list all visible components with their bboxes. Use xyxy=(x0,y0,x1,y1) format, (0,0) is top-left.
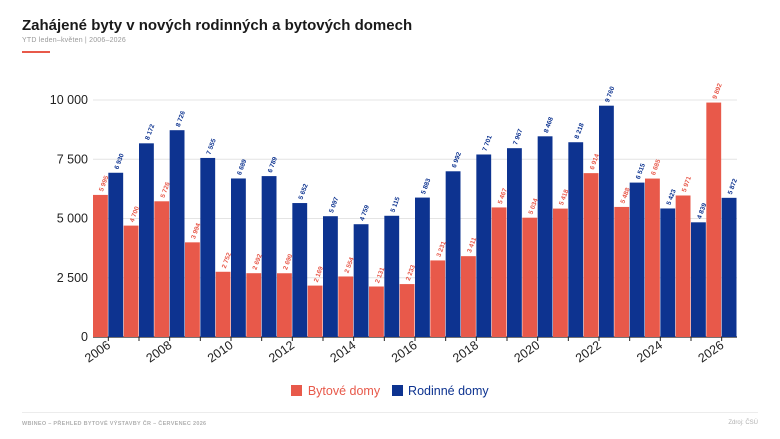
y-tick-label: 0 xyxy=(81,330,88,344)
bar-rodinne-domy-2010[interactable] xyxy=(231,178,246,337)
bar-bytove-domy-2015[interactable] xyxy=(369,286,384,337)
bar-rodinne-domy-2019[interactable] xyxy=(507,148,522,337)
data-label: 6 992 xyxy=(451,151,463,169)
data-label: 5 883 xyxy=(420,177,432,195)
bar-bytove-domy-2026[interactable] xyxy=(706,102,722,337)
bar-bytove-domy-2022[interactable] xyxy=(583,173,599,337)
bar-bytove-domy-2025[interactable] xyxy=(675,195,691,337)
bar-rodinne-domy-2008[interactable] xyxy=(169,130,185,337)
legend-swatch-rodinne-domy xyxy=(391,385,403,396)
data-label: 8 726 xyxy=(175,110,187,128)
y-tick-label: 7 500 xyxy=(57,152,88,166)
legend-item-bytove-domy[interactable]: Bytové domy xyxy=(291,384,380,398)
data-label: 5 115 xyxy=(390,196,402,214)
data-label: 4 759 xyxy=(359,204,371,222)
bar-rodinne-domy-2013[interactable] xyxy=(323,216,338,337)
data-label: 5 652 xyxy=(298,183,310,201)
bar-bytove-domy-2016[interactable] xyxy=(399,284,415,337)
bar-bytove-domy-2024[interactable] xyxy=(645,178,660,337)
data-label: 5 097 xyxy=(328,196,340,214)
bar-rodinne-domy-2009[interactable] xyxy=(200,157,216,337)
bar-bytove-domy-2013[interactable] xyxy=(307,285,323,337)
bar-rodinne-domy-2014[interactable] xyxy=(353,224,369,337)
bar-bytove-domy-2018[interactable] xyxy=(461,256,476,337)
data-label: 7 967 xyxy=(512,128,524,146)
y-tick-label: 5 000 xyxy=(57,212,88,226)
data-label: 8 468 xyxy=(543,116,555,134)
x-tick-label: 2026 xyxy=(696,338,727,365)
x-tick-label: 2012 xyxy=(266,338,297,365)
data-label: 6 789 xyxy=(267,156,279,174)
chart-subtitle: YTD leden–květen | 2006–2026 xyxy=(22,37,126,44)
bar-bytove-domy-2023[interactable] xyxy=(614,206,630,337)
bar-bytove-domy-2019[interactable] xyxy=(491,207,507,337)
legend-item-rodinne-domy[interactable]: Rodinné domy xyxy=(391,384,489,398)
bar-bytove-domy-2009[interactable] xyxy=(185,242,200,337)
bar-rodinne-domy-2006[interactable] xyxy=(108,172,124,337)
x-tick-label: 2010 xyxy=(205,338,236,365)
bar-rodinne-domy-2015[interactable] xyxy=(384,215,400,337)
bar-bytove-domy-2010[interactable] xyxy=(215,271,231,337)
bar-rodinne-domy-2012[interactable] xyxy=(292,203,308,337)
bars xyxy=(93,102,737,337)
bar-bytove-domy-2020[interactable] xyxy=(522,217,538,337)
x-tick-label: 2024 xyxy=(634,338,665,365)
data-label: 8 218 xyxy=(574,122,586,140)
data-label: 6 930 xyxy=(114,152,126,170)
x-tick-label: 2020 xyxy=(512,338,543,365)
bar-bytove-domy-2014[interactable] xyxy=(338,276,354,337)
x-tick-label: 2022 xyxy=(573,338,604,365)
bar-bytove-domy-2012[interactable] xyxy=(277,273,292,337)
legend-swatch-bytove-domy xyxy=(291,385,303,396)
bar-rodinne-domy-2007[interactable] xyxy=(139,143,154,337)
data-label: 6 689 xyxy=(236,158,248,176)
bar-rodinne-domy-2023[interactable] xyxy=(629,182,645,337)
data-label: 7 555 xyxy=(206,138,218,156)
bar-bytove-domy-2007[interactable] xyxy=(123,225,139,337)
bar-rodinne-domy-2026[interactable] xyxy=(721,197,737,337)
bar-rodinne-domy-2011[interactable] xyxy=(261,176,277,337)
x-tick-label: 2014 xyxy=(328,338,359,365)
footer-source-line: WBINEO – PŘEHLED BYTOVÉ VÝSTAVBY ČR – ČE… xyxy=(22,421,207,427)
bar-rodinne-domy-2021[interactable] xyxy=(568,142,584,337)
bar-rodinne-domy-2020[interactable] xyxy=(537,136,553,337)
title-accent-line xyxy=(22,51,50,53)
bar-rodinne-domy-2016[interactable] xyxy=(415,197,430,337)
data-label: 7 701 xyxy=(482,134,494,152)
data-label: 5 872 xyxy=(727,177,739,195)
bar-bytove-domy-2008[interactable] xyxy=(154,201,170,337)
data-label: 5 971 xyxy=(681,175,693,193)
legend-label-rodinne-domy: Rodinné domy xyxy=(408,384,489,398)
legend-label-bytove-domy: Bytové domy xyxy=(307,384,381,398)
bar-rodinne-domy-2017[interactable] xyxy=(445,171,461,337)
x-tick-label: 2018 xyxy=(450,338,481,365)
footer-credit: Zdroj: ČSÚ xyxy=(728,420,758,426)
y-tick-label: 2 500 xyxy=(57,271,88,285)
legend: Bytové domy Rodinné domy xyxy=(0,384,780,398)
y-tick-label: 10 000 xyxy=(50,93,88,107)
bar-rodinne-domy-2018[interactable] xyxy=(476,154,492,337)
bar-rodinne-domy-2025[interactable] xyxy=(691,222,706,337)
bar-rodinne-domy-2024[interactable] xyxy=(660,208,676,337)
footer-divider xyxy=(22,412,758,413)
data-label: 9 760 xyxy=(604,85,616,103)
data-label: 8 172 xyxy=(144,123,156,141)
x-tick-label: 2016 xyxy=(389,338,420,365)
x-axis-ticks: 2006 2008 2010 2012 2014 2016 2018 2020 2022 2024… xyxy=(82,337,726,365)
bar-rodinne-domy-2022[interactable] xyxy=(599,105,614,337)
bar-bytove-domy-2011[interactable] xyxy=(246,273,262,337)
data-label: 9 892 xyxy=(712,82,724,100)
data-label: 6 685 xyxy=(650,158,662,176)
bar-bytove-domy-2017[interactable] xyxy=(430,260,446,337)
data-label: 6 515 xyxy=(635,162,647,180)
bar-bytove-domy-2021[interactable] xyxy=(553,208,568,337)
y-axis-ticks: 0 2 500 5 000 7 500 10 000 xyxy=(50,93,88,344)
bar-bytove-domy-2006[interactable] xyxy=(93,194,108,337)
x-tick-label: 2008 xyxy=(144,338,175,365)
chart-title: Zahájené byty v nových rodinných a bytov… xyxy=(22,17,413,34)
